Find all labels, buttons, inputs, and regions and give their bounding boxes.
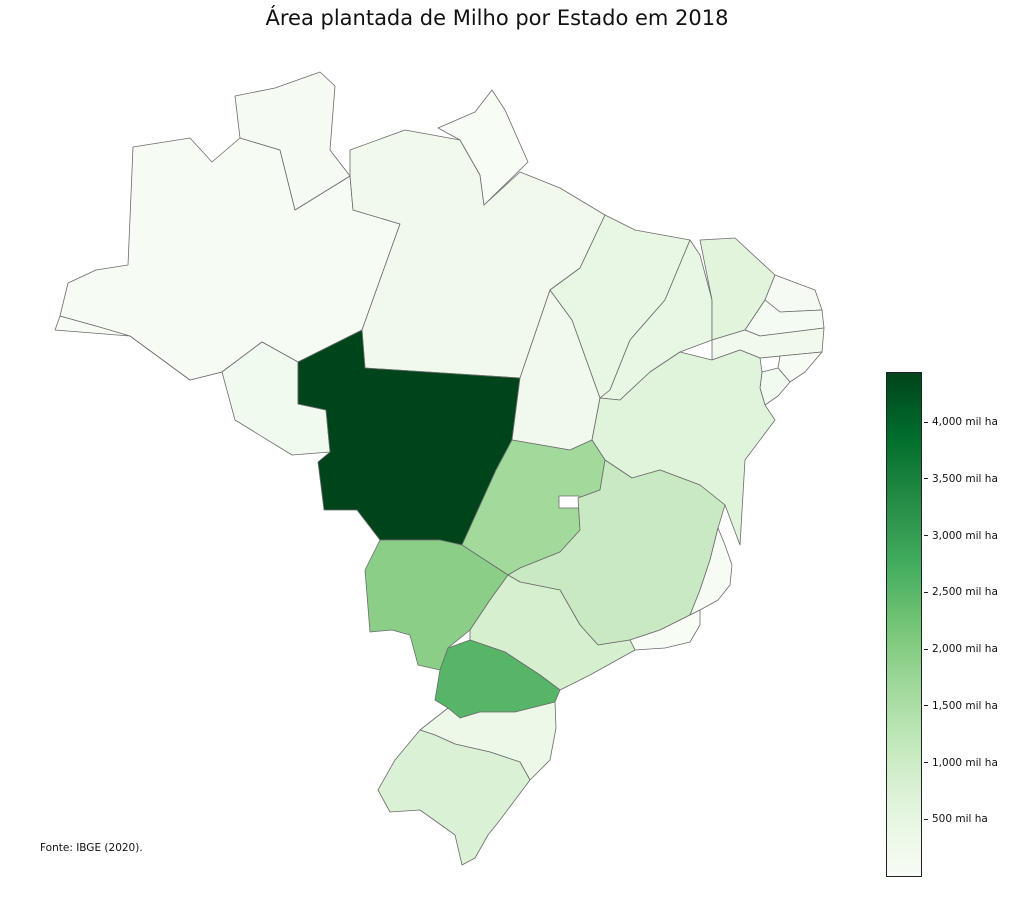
chart-title: Área plantada de Milho por Estado em 201… xyxy=(265,6,729,30)
tick-label: 2,000 mil ha xyxy=(932,643,998,656)
tick-label: 1,000 mil ha xyxy=(932,756,998,769)
source-note: Fonte: IBGE (2020). xyxy=(40,842,143,854)
state-es xyxy=(689,527,733,616)
colorbar-tick: 2,000 mil ha xyxy=(924,643,998,655)
state-rr xyxy=(234,71,351,211)
colorbar-tick: 1,000 mil ha xyxy=(924,757,998,769)
colorbar-tick: 4,000 mil ha xyxy=(924,416,998,428)
tick-label: 3,000 mil ha xyxy=(932,529,998,542)
colorbar-tick: 2,500 mil ha xyxy=(924,586,998,598)
tick-label: 3,500 mil ha xyxy=(932,472,998,485)
colorbar-tick: 500 mil ha xyxy=(924,813,988,825)
tick-label: 500 mil ha xyxy=(932,813,988,826)
colorbar xyxy=(886,372,922,877)
tick-mark xyxy=(924,762,928,764)
tick-label: 1,500 mil ha xyxy=(932,699,998,712)
state-al xyxy=(777,351,823,383)
tick-mark xyxy=(924,818,928,820)
tick-mark xyxy=(924,648,928,650)
tick-mark xyxy=(924,535,928,537)
tick-mark xyxy=(924,478,928,480)
brazil-choropleth-map xyxy=(54,71,825,866)
tick-mark xyxy=(924,705,928,707)
state-rs xyxy=(377,729,531,866)
colorbar-tick: 3,500 mil ha xyxy=(924,473,998,485)
state-rj xyxy=(629,609,701,651)
state-ap xyxy=(437,89,529,206)
tick-mark xyxy=(924,591,928,593)
tick-label: 2,500 mil ha xyxy=(932,586,998,599)
tick-label: 4,000 mil ha xyxy=(932,416,998,429)
tick-mark xyxy=(924,421,928,423)
colorbar-tick: 1,500 mil ha xyxy=(924,700,998,712)
state-df xyxy=(558,495,580,509)
colorbar-tick: 3,000 mil ha xyxy=(924,530,998,542)
state-sp xyxy=(469,574,636,691)
